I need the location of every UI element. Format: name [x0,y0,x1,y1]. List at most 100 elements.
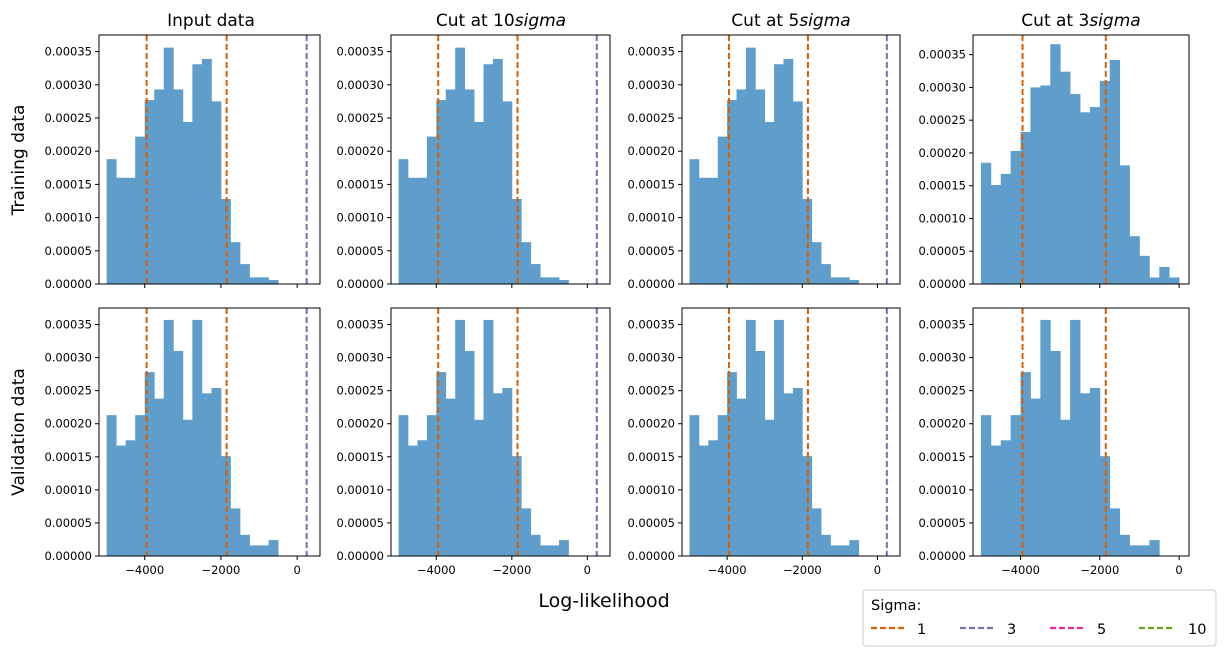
histogram-bar [736,89,747,284]
histogram-bar [249,277,260,284]
y-tick-label: 0.00000 [627,549,675,563]
y-tick-label: 0.00015 [44,177,92,191]
legend-label-10: 10 [1188,622,1206,638]
y-tick-label: 0.00005 [336,244,384,258]
histogram-bar [268,280,279,284]
y-tick-label: 0.00015 [44,450,92,464]
histogram-bar [464,89,475,284]
histogram-bar [849,280,860,284]
histogram-bar [445,398,456,556]
y-tick-label: 0.00025 [918,113,966,127]
histogram-bar [154,398,165,556]
histogram-bar [211,388,222,556]
histogram-bar [1139,545,1150,556]
histogram-bar [727,100,737,285]
histogram-bar [259,545,269,556]
x-tick-label: 0 [584,563,591,577]
y-tick-label: 0.00005 [44,244,92,258]
column-title-2: Cut at 10sigma [436,11,566,31]
y-tick-label: 0.00010 [336,211,384,225]
y-tick-label: 0.00000 [627,277,675,291]
histogram-bar [436,372,447,556]
column-title-1: Input data [167,11,255,31]
y-tick-label: 0.00035 [44,45,92,59]
histogram-bar [144,372,155,556]
y-tick-label: 0.00015 [627,177,675,191]
panel-1-1: 0.00000 0.00005 0.00010 0.00015 0.00020 0.000… [44,34,321,291]
histogram-bar [745,47,756,285]
histogram-bar [745,319,756,556]
histogram-bar [708,440,719,556]
y-tick-label: 0.00025 [627,384,675,398]
legend-title: Sigma: [871,598,921,614]
histogram-bar [1050,350,1061,556]
histogram-bar [802,199,813,284]
histogram-bar [1129,545,1140,556]
histogram-bar [407,177,418,284]
panel-1-2: 0.00000 0.00005 0.00010 0.00015 0.00020 0.000… [336,34,611,291]
histogram-bar [1119,534,1130,556]
y-tick-label: 0.00015 [336,177,384,191]
x-tick-label: 0 [293,563,300,577]
y-tick-label: 0.00020 [336,144,384,158]
y-tick-label: 0.00000 [44,549,92,563]
histogram-bar [163,47,174,285]
histogram-bar [990,445,1002,556]
histogram-bar [455,319,466,556]
panels-layer: 0.00000 0.00005 0.00010 0.00015 0.00020 0.000… [44,34,1190,577]
panel-2-3: 0.00000 0.00005 0.00010 0.00015 0.00020 0.000… [627,307,901,577]
histogram-bar [764,419,775,556]
histogram-bar [426,136,437,284]
x-tick-label: −2000 [201,563,240,577]
histogram-bar [445,89,456,284]
histogram-bar [783,393,794,556]
histogram-bar [839,277,850,284]
y-tick-label: 0.00020 [44,417,92,431]
x-tick-label: 0 [874,563,881,577]
histogram-bar [559,280,569,284]
y-tick-label: 0.00010 [44,211,92,225]
panel-1-4: 0.00000 0.00005 0.00010 0.00015 0.00020 0.000… [918,34,1190,291]
x-tick-label: −2000 [492,563,531,577]
histogram-bar [783,58,794,285]
histogram-bar [540,545,550,556]
histogram-bar [1129,236,1140,284]
histogram-bar [689,159,700,284]
y-tick-label: 0.00005 [336,516,384,530]
y-tick-label: 0.00030 [336,351,384,365]
y-tick-label: 0.00010 [336,483,384,497]
histogram-bar [1149,540,1160,556]
histogram-bar [398,415,409,556]
histogram-bar [116,177,127,284]
histogram-bar [1010,415,1021,556]
legend: Sigma: 1 3 5 10 [862,589,1217,647]
y-tick-label: 0.00030 [918,80,966,94]
axes-frame [98,307,321,557]
y-tick-label: 0.00035 [627,45,675,59]
histogram-bar [980,415,992,556]
y-tick-label: 0.00030 [44,78,92,92]
y-tick-label: 0.00025 [627,111,675,125]
histogram-bar [464,350,475,556]
histogram-bar [530,534,541,556]
y-tick-label: 0.00035 [918,48,966,62]
histogram-bar [839,545,850,556]
histogram-bar [239,264,250,284]
histogram-bar [1040,85,1051,284]
histogram-bar [182,121,193,284]
histogram-bar [774,319,784,556]
histogram-bar [398,159,409,284]
histogram-bar [182,419,193,556]
histogram-bar [1169,277,1180,284]
histogram-bar [125,177,136,284]
histogram-bar [736,398,747,556]
row-label-training: Training data [9,105,29,217]
histogram-bar [990,185,1002,284]
y-tick-label: 0.00035 [336,318,384,332]
y-tick-label: 0.00015 [918,179,966,193]
histogram-bar [521,508,532,556]
histogram-bar [717,415,728,556]
histogram-bar [135,136,146,284]
histogram-bar [201,58,212,285]
